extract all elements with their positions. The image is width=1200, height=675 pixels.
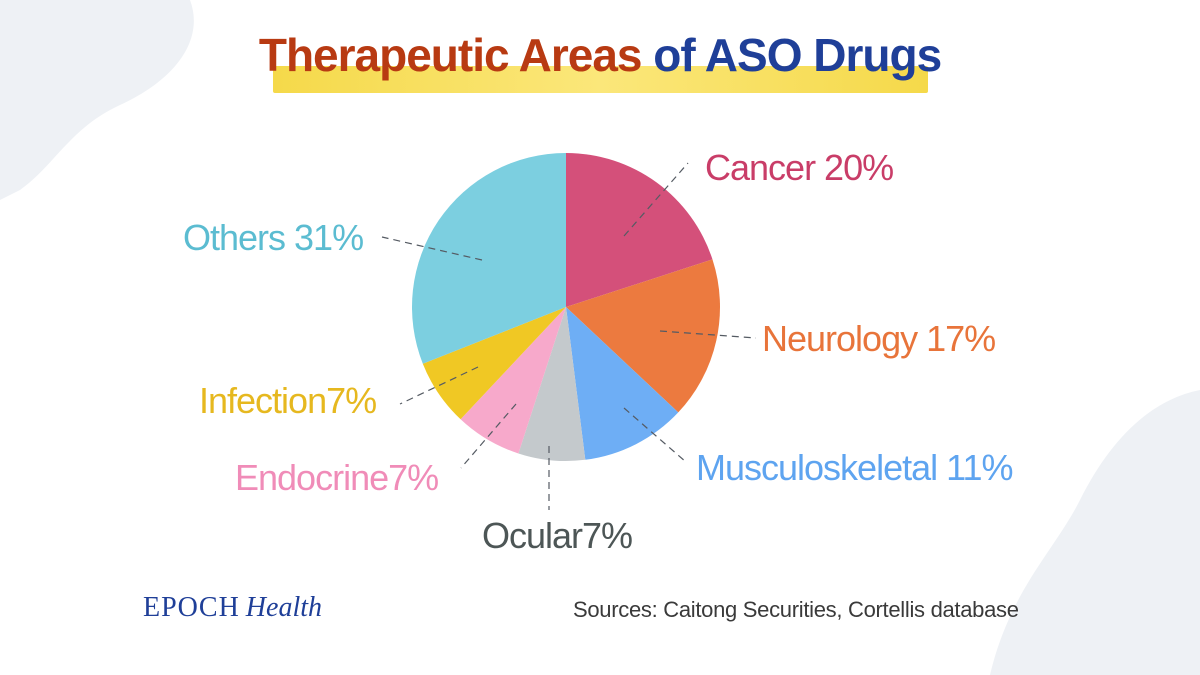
pie-slice-neurology — [566, 259, 720, 413]
pie-slice-cancer — [566, 153, 713, 307]
brand-epoch: EPOCH — [143, 592, 240, 623]
pie-slice-ocular — [518, 307, 586, 462]
slice-label-musculoskeletal: Musculoskeletal 11% — [696, 447, 1013, 488]
slice-labels: Cancer 20% Neurology 17% Musculoskeletal 1… — [183, 147, 1014, 556]
slice-label-cancer: Cancer 20% — [705, 147, 893, 188]
leader-line-others — [381, 236, 483, 261]
leader-line-musculoskeletal — [623, 407, 687, 463]
pie-slice-musculoskeletal — [566, 307, 679, 460]
brand-logo: EPOCH Health — [143, 592, 322, 624]
pie-slice-others — [411, 153, 566, 364]
pie-slices — [411, 153, 720, 462]
leader-line-cancer — [623, 162, 689, 237]
slice-label-neurology: Neurology 17% — [762, 318, 995, 359]
slice-label-ocular: Ocular7% — [482, 515, 632, 556]
sources-note: Sources: Caitong Securities, Cortellis d… — [573, 597, 1019, 622]
background-blob-top-left — [0, 0, 194, 200]
leader-line-neurology — [659, 330, 757, 339]
title-highlight — [273, 66, 928, 93]
title-part-1: Therapeutic Areas — [258, 29, 654, 81]
chart-title: Therapeutic Areas of ASO Drugs — [0, 28, 1200, 82]
leader-line-endocrine — [460, 403, 517, 469]
brand-health: Health — [245, 592, 323, 623]
leader-line-infection — [399, 366, 479, 405]
title-part-2: of ASO Drugs — [653, 29, 942, 81]
slice-label-others: Others 31% — [183, 217, 363, 258]
leader-lines — [381, 162, 757, 510]
pie-slice-endocrine — [460, 307, 566, 454]
pie-slice-infection — [422, 307, 566, 420]
slice-label-endocrine: Endocrine7% — [235, 457, 438, 498]
background-blob-bottom-right — [990, 390, 1200, 675]
slice-label-infection: Infection7% — [199, 380, 376, 421]
